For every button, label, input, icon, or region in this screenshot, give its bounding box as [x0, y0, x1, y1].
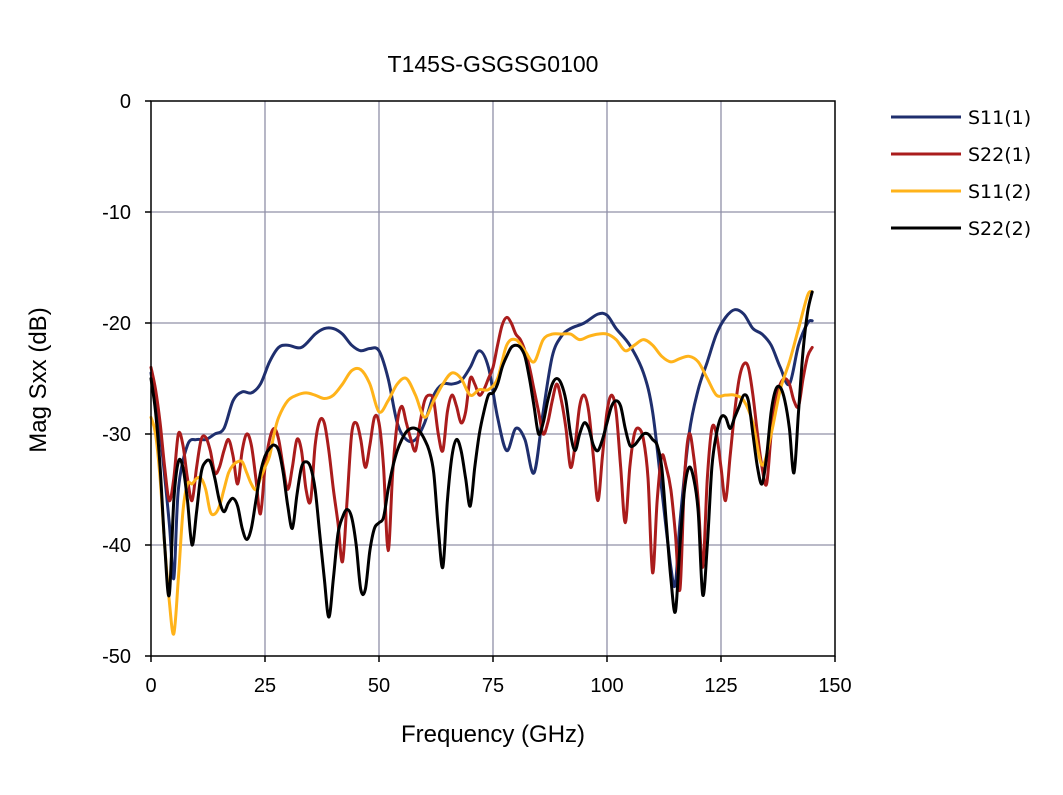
y-axis-title: Mag Sxx (dB)	[25, 307, 52, 452]
y-tick-label: -30	[102, 424, 131, 446]
grid-lines	[151, 101, 835, 656]
y-tick-label: 0	[120, 91, 131, 113]
y-tick-label: -40	[102, 535, 131, 557]
x-tick-label: 75	[482, 675, 504, 697]
axis-ticks: 0 25 50 75 100 125 150 0 -10 -20 -30 -40 -50	[102, 91, 852, 697]
series-line-s11-2	[149, 290, 814, 636]
legend-label: S22(1)	[968, 144, 1031, 166]
chart-title: T145S-GSGSG0100	[388, 51, 599, 77]
y-tick-label: -50	[102, 646, 131, 668]
y-tick-label: -10	[102, 202, 131, 224]
legend-label: S11(1)	[968, 107, 1031, 129]
x-axis-title: Frequency (GHz)	[401, 721, 585, 748]
x-tick-label: 0	[145, 675, 156, 697]
x-tick-label: 25	[254, 675, 276, 697]
series-line-s11-1	[149, 308, 814, 589]
x-tick-label: 100	[590, 675, 623, 697]
x-tick-label: 50	[368, 675, 390, 697]
legend: S11(1) S22(1) S11(2) S22(2)	[891, 107, 1031, 240]
series-line-s22-2	[149, 290, 814, 619]
x-tick-label: 125	[704, 675, 737, 697]
y-tick-label: -20	[102, 313, 131, 335]
legend-label: S11(2)	[968, 181, 1031, 203]
series-lines	[149, 290, 814, 636]
legend-label: S22(2)	[968, 218, 1031, 240]
x-tick-label: 150	[818, 675, 851, 697]
